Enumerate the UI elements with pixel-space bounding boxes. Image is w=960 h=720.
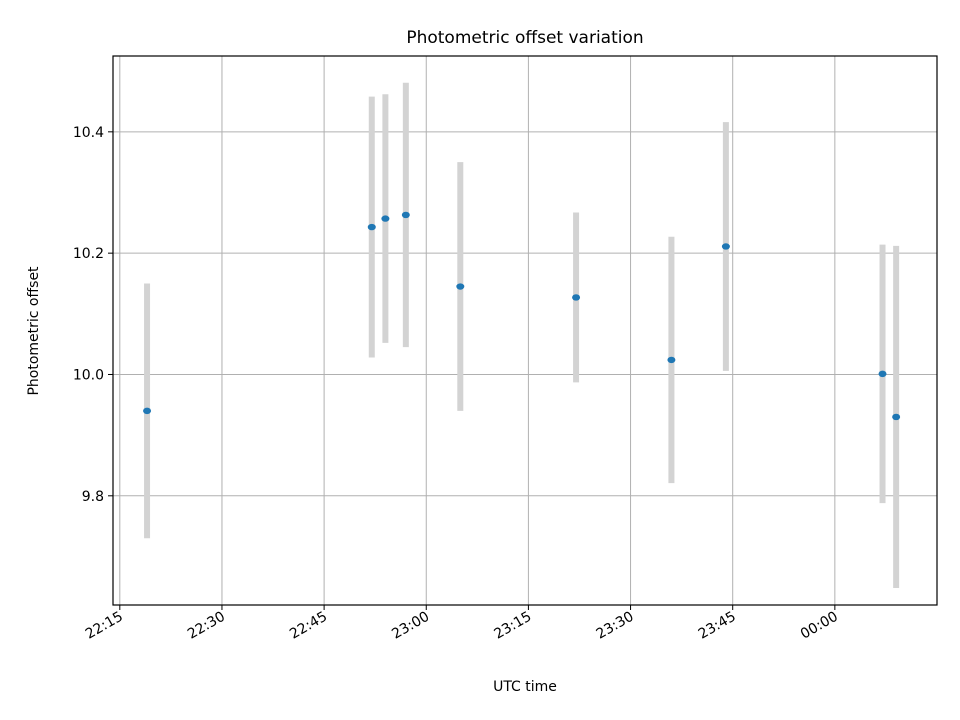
data-point (667, 356, 676, 364)
x-tick-label: 22:45 (287, 609, 330, 643)
x-tick-label: 23:00 (389, 609, 432, 643)
data-point (401, 211, 410, 219)
x-tick-label: 22:30 (185, 609, 228, 643)
x-tick-label: 23:15 (491, 609, 534, 643)
x-tick-label: 00:00 (798, 609, 841, 643)
data-point (367, 223, 376, 231)
y-axis-ticks: 9.8 10.0 10.2 10.4 (73, 125, 113, 505)
data-point (456, 283, 465, 290)
y-tick-label: 10.4 (73, 125, 104, 141)
data-point (721, 243, 730, 250)
data-point (381, 215, 390, 222)
y-tick-label: 9.8 (82, 489, 104, 505)
x-tick-label: 22:15 (83, 609, 126, 643)
data-point (878, 370, 887, 378)
x-tick-label: 23:30 (594, 609, 637, 643)
error-bars (144, 82, 900, 589)
x-axis-label: UTC time (493, 679, 557, 695)
plot-frame (112, 55, 938, 606)
y-tick-label: 10.2 (73, 246, 104, 262)
y-axis-label: Photometric offset (26, 266, 42, 396)
x-axis-ticks: 22:15 22:30 22:45 23:00 23:15 23:30 23:45 00:00 (83, 605, 841, 643)
data-point (143, 407, 152, 415)
y-tick-label: 10.0 (73, 367, 104, 383)
x-tick-label: 23:45 (696, 609, 739, 643)
data-point (572, 294, 581, 301)
grid (113, 56, 937, 605)
chart-title: Photometric offset variation (406, 28, 643, 48)
data-points (143, 211, 901, 421)
data-point (892, 413, 901, 421)
